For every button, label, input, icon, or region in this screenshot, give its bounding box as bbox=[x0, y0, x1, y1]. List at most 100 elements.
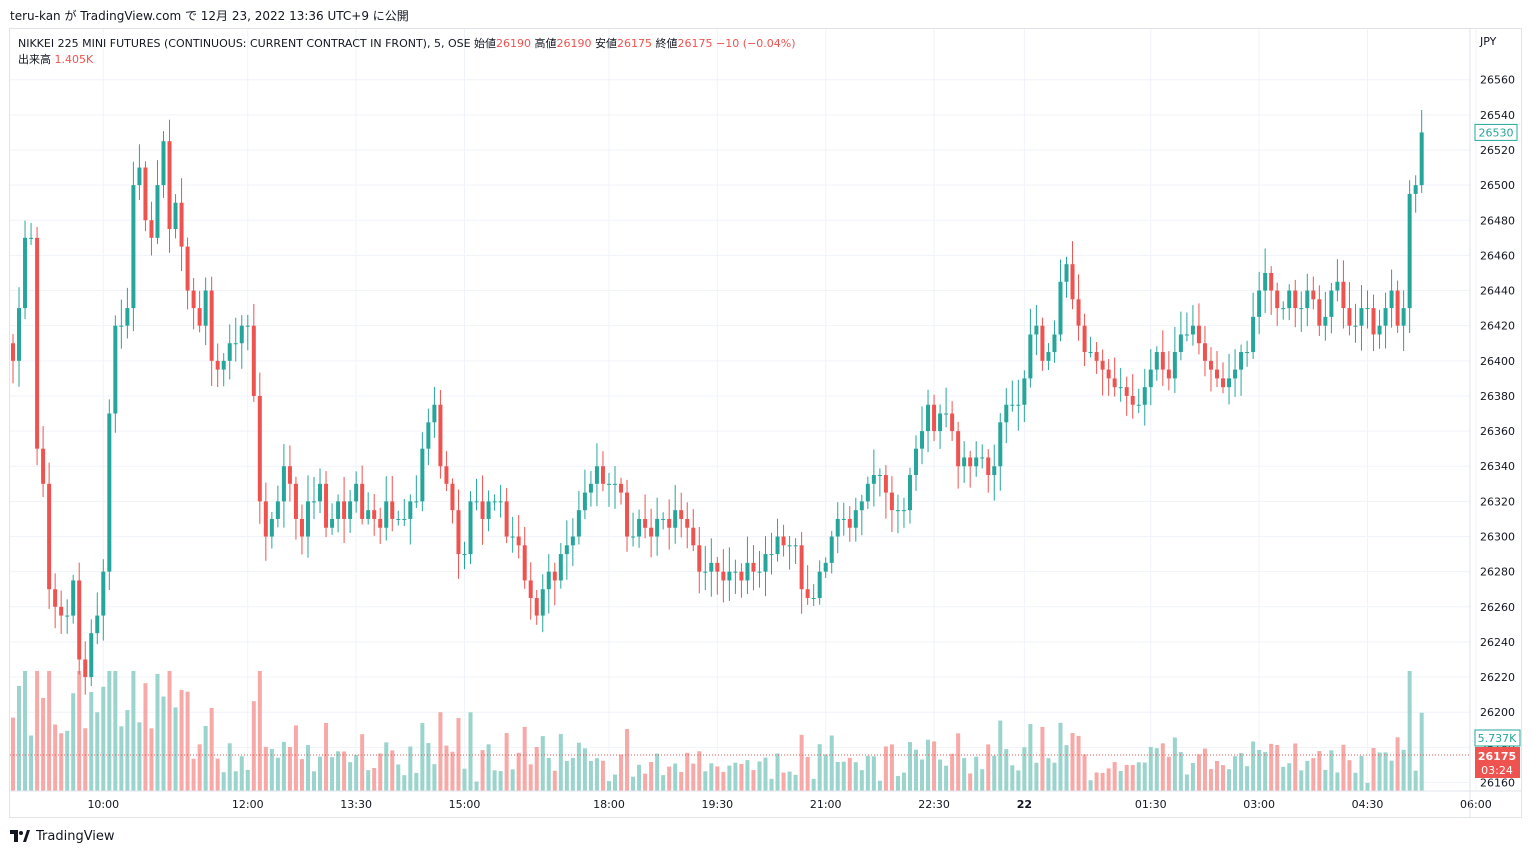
volume-bar bbox=[1227, 769, 1232, 791]
candle bbox=[1353, 325, 1358, 327]
volume-bar bbox=[895, 776, 900, 791]
volume-bar bbox=[504, 733, 509, 791]
volume-bar bbox=[865, 755, 870, 791]
candle bbox=[53, 589, 58, 607]
x-tick-label: 03:00 bbox=[1243, 798, 1275, 811]
candle bbox=[799, 545, 804, 590]
footer-brand[interactable]: TradingView bbox=[36, 828, 115, 844]
candle bbox=[1202, 343, 1207, 361]
candle bbox=[895, 510, 900, 512]
candle bbox=[619, 483, 624, 493]
candle bbox=[817, 571, 822, 599]
volume-bar bbox=[606, 781, 611, 791]
volume-label[interactable]: 出来高 bbox=[18, 53, 51, 66]
volume-bar bbox=[631, 776, 636, 791]
candle bbox=[697, 545, 702, 572]
candle bbox=[1130, 395, 1135, 405]
volume-bar bbox=[661, 775, 666, 791]
candle bbox=[354, 483, 359, 502]
candle bbox=[101, 571, 106, 616]
candle bbox=[1383, 308, 1388, 326]
candle bbox=[811, 598, 816, 600]
candle bbox=[582, 492, 587, 511]
volume-bar bbox=[1196, 754, 1201, 791]
candle bbox=[408, 501, 413, 519]
volume-bar bbox=[1263, 752, 1268, 791]
candle bbox=[1329, 290, 1334, 317]
footer: TradingView bbox=[10, 826, 115, 846]
volume-bar bbox=[1112, 762, 1117, 791]
candle bbox=[901, 510, 906, 512]
volume-bar bbox=[1389, 760, 1394, 791]
candle bbox=[673, 510, 678, 528]
candle bbox=[600, 466, 605, 484]
candle bbox=[1034, 325, 1039, 335]
candle bbox=[546, 571, 551, 590]
y-tick-label: 26420 bbox=[1480, 320, 1515, 333]
candle bbox=[1136, 404, 1141, 406]
volume-bar bbox=[402, 775, 407, 791]
candle bbox=[203, 290, 208, 326]
candle bbox=[1046, 352, 1051, 361]
volume-bar bbox=[1034, 762, 1039, 791]
candle bbox=[637, 518, 642, 537]
x-tick-label: 12:00 bbox=[232, 798, 264, 811]
y-tick-label: 26520 bbox=[1480, 144, 1515, 157]
currency-label[interactable]: JPY bbox=[1480, 35, 1497, 48]
y-tick-label: 26480 bbox=[1480, 214, 1515, 227]
candle bbox=[576, 510, 581, 537]
volume-bar bbox=[1022, 747, 1027, 791]
candle bbox=[998, 422, 1003, 467]
volume-bar bbox=[769, 778, 774, 791]
candle bbox=[312, 501, 316, 503]
candle bbox=[185, 246, 190, 291]
symbol-name[interactable]: NIKKEI 225 MINI FUTURES (CONTINUOUS: CUR… bbox=[18, 37, 471, 50]
candle bbox=[1371, 308, 1376, 335]
candle bbox=[71, 580, 76, 616]
candle bbox=[751, 562, 756, 572]
candle bbox=[588, 483, 593, 493]
volume-bar bbox=[35, 671, 40, 791]
volume-bar bbox=[414, 772, 419, 791]
volume-bar bbox=[974, 756, 979, 791]
candle bbox=[721, 571, 726, 581]
volume-bar bbox=[534, 746, 539, 791]
candle bbox=[944, 413, 949, 415]
candle bbox=[426, 422, 431, 449]
volume-bar bbox=[1401, 749, 1406, 791]
candle bbox=[167, 141, 172, 230]
candle bbox=[1347, 308, 1352, 326]
volume-bar bbox=[107, 671, 112, 791]
volume-bar bbox=[438, 712, 443, 791]
candle bbox=[444, 466, 449, 484]
candle bbox=[209, 290, 214, 361]
candle bbox=[914, 448, 918, 476]
volume-bar bbox=[637, 764, 642, 791]
volume-bar bbox=[775, 753, 780, 791]
volume-bar bbox=[1166, 756, 1171, 791]
candle bbox=[348, 501, 353, 519]
volume-bar bbox=[847, 757, 852, 791]
candle bbox=[992, 466, 997, 476]
volume-bar bbox=[1010, 765, 1015, 791]
volume-bar bbox=[324, 722, 329, 791]
volume-bar bbox=[1221, 765, 1226, 791]
volume-bar bbox=[348, 762, 353, 791]
volume-bar bbox=[65, 730, 70, 791]
candle bbox=[510, 536, 515, 538]
candle bbox=[251, 325, 256, 396]
chart-panel[interactable] bbox=[9, 28, 1522, 818]
volume-bar bbox=[715, 766, 720, 791]
author-link[interactable]: teru-kan bbox=[10, 9, 61, 23]
volume-bar bbox=[287, 746, 292, 791]
y-tick-label: 26260 bbox=[1480, 601, 1515, 614]
volume-bar bbox=[1064, 745, 1069, 791]
volume-bar bbox=[709, 763, 714, 791]
volume-bar bbox=[77, 671, 82, 791]
y-tick-label: 26400 bbox=[1480, 355, 1515, 368]
candle bbox=[161, 141, 166, 186]
candle bbox=[1389, 290, 1394, 309]
candle bbox=[35, 237, 40, 449]
volume-bar bbox=[877, 780, 882, 791]
